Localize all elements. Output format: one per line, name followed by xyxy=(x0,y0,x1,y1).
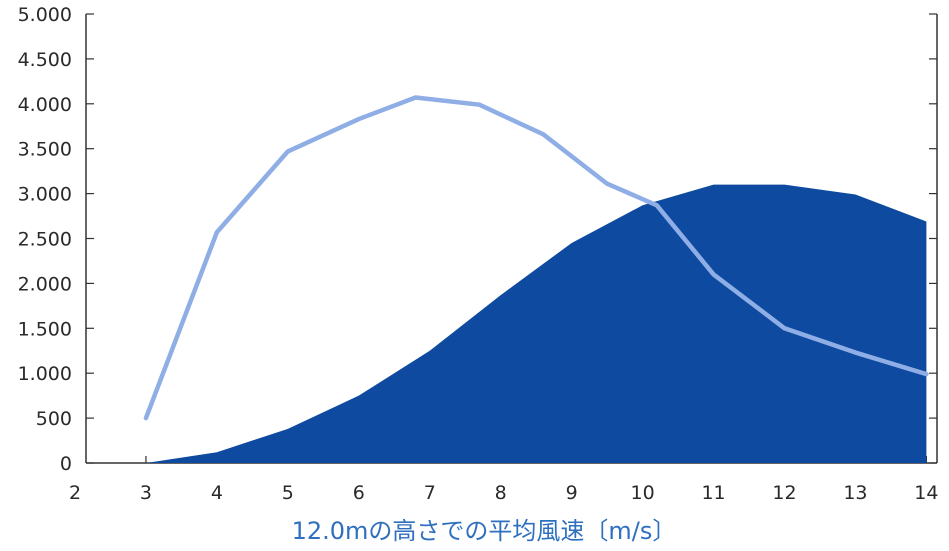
y-tick-label: 500 xyxy=(36,408,72,430)
x-tick-label: 2 xyxy=(69,482,81,504)
y-tick-label: 0 xyxy=(60,453,72,475)
series-line-1 xyxy=(143,95,929,421)
series-area-0 xyxy=(145,184,927,463)
y-tick-label: 5.000 xyxy=(18,4,72,26)
x-tick-label: 14 xyxy=(914,482,938,504)
y-tick-label: 3.500 xyxy=(18,139,72,161)
x-axis-title: 12.0mの高さでの平均風速〔m/s〕 xyxy=(292,517,677,545)
y-tick-label: 2.500 xyxy=(18,229,72,251)
x-tick-label: 12 xyxy=(772,482,796,504)
x-tick-label: 10 xyxy=(631,482,655,504)
y-tick-label: 1.000 xyxy=(18,363,72,385)
y-tick-label: 3.000 xyxy=(18,184,72,206)
x-tick-label: 8 xyxy=(495,482,507,504)
x-tick-label: 6 xyxy=(353,482,365,504)
x-tick-label: 9 xyxy=(566,482,578,504)
y-tick-label: 2.000 xyxy=(18,273,72,295)
x-tick-label: 4 xyxy=(211,482,223,504)
y-tick-label: 4.000 xyxy=(18,94,72,116)
series-layer xyxy=(143,95,929,463)
tick-labels: 0 500 1.000 1.500 2.000 2.500 3.000 3.500 4.000 4… xyxy=(18,4,939,504)
y-tick-label: 1.500 xyxy=(18,318,72,340)
x-tick-label: 3 xyxy=(140,482,152,504)
y-tick-label: 4.500 xyxy=(18,49,72,71)
x-tick-label: 11 xyxy=(701,482,725,504)
x-tick-label: 5 xyxy=(282,482,294,504)
x-tick-label: 7 xyxy=(424,482,436,504)
x-tick-label: 13 xyxy=(843,482,867,504)
